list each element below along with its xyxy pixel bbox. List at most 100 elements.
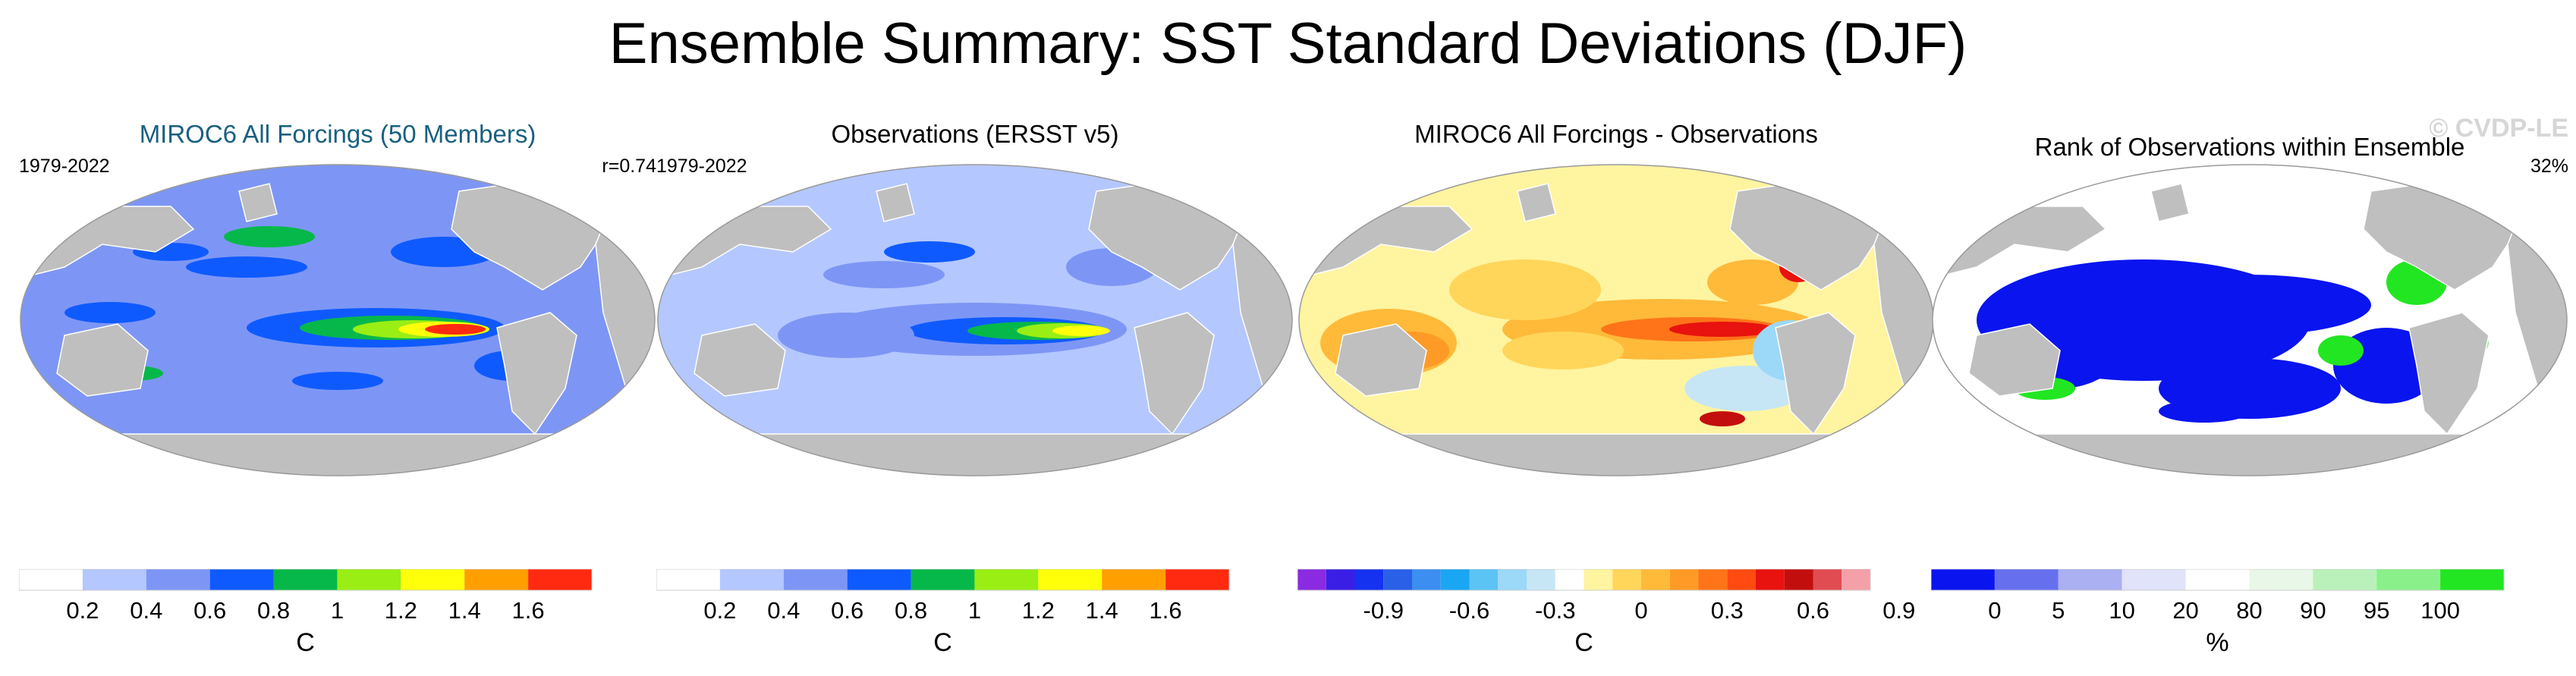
colorbar-swatch <box>1555 569 1584 590</box>
field-contour <box>64 302 156 323</box>
land-mask <box>1134 312 1215 435</box>
colorbar-tick-label: -0.6 <box>1449 597 1489 624</box>
colorbar-swatch <box>911 569 975 590</box>
land-mask <box>1775 312 1856 435</box>
colorbar: 0.2 0.4 0.6 0.8 1 1.2 1.4 1.6 C <box>18 568 656 668</box>
field-contour <box>224 226 315 247</box>
colorbar-swatch <box>656 569 720 590</box>
colorbar-swatch <box>2058 569 2122 590</box>
map-outline <box>657 164 1293 476</box>
colorbar-tick-label: 95 <box>2364 597 2389 624</box>
colorbar-tick-label: 1.4 <box>1086 597 1118 624</box>
land-mask <box>20 433 655 476</box>
panel-difference: MIROC6 All Forcings - Observations -0.9 -… <box>1297 114 1935 668</box>
colorbar-tick-label: 0.6 <box>193 597 226 624</box>
colorbar-swatch <box>1412 569 1441 590</box>
colorbar: 0.2 0.4 0.6 0.8 1 1.2 1.4 1.6 C <box>656 568 1294 668</box>
land-mask <box>1299 433 1933 476</box>
colorbar-tick-label: 1.6 <box>512 597 545 624</box>
colorbar-tick-label: 0.2 <box>703 597 736 624</box>
colorbar-swatch <box>1727 569 1756 590</box>
colorbar-swatch <box>337 569 401 590</box>
colorbar-swatch <box>1102 569 1166 590</box>
colorbar: -0.9 -0.6 -0.3 0 0.3 0.6 0.9 C <box>1297 568 1935 668</box>
field-contour <box>425 324 486 335</box>
panel-rank: © CVDP-LE Rank of Observations within En… <box>1930 114 2568 668</box>
field-contour <box>778 313 914 358</box>
field-contour <box>1700 411 1745 426</box>
colorbar-swatch <box>1326 569 1355 590</box>
land-mask <box>2408 312 2490 435</box>
colorbar-swatch <box>1756 569 1785 590</box>
land-mask <box>1933 433 2567 476</box>
colorbar-swatch <box>847 569 911 590</box>
colorbar-swatch <box>528 569 592 590</box>
land-mask <box>496 312 577 435</box>
colorbar-swatch <box>2376 569 2441 590</box>
colorbar-swatch <box>1612 569 1641 590</box>
field-contour <box>186 256 307 278</box>
land-mask <box>694 323 786 397</box>
field-contour <box>2318 335 2364 366</box>
land-mask <box>1335 323 1427 397</box>
figure-title: Ensemble Summary: SST Standard Deviation… <box>609 11 1967 76</box>
land-mask <box>238 183 278 222</box>
colorbar-swatch <box>401 569 465 590</box>
colorbar-swatch <box>146 569 210 590</box>
colorbar-tick-label: 0.2 <box>66 597 99 624</box>
colorbar-swatch <box>1038 569 1102 590</box>
map-rank <box>1931 161 2568 479</box>
colorbar-swatch <box>1354 569 1384 590</box>
colorbar-swatch <box>2185 569 2250 590</box>
colorbar-tick-label: 20 <box>2172 597 2198 624</box>
colorbar-swatch <box>1669 569 1699 590</box>
colorbar-unit: % <box>2206 628 2228 657</box>
field-contour <box>1052 325 1110 336</box>
colorbar-tick-label: 0.9 <box>1882 597 1915 624</box>
colorbar-swatch <box>783 569 848 590</box>
colorbar-tick-label: 1 <box>331 597 344 624</box>
colorbar-tick-label: 1 <box>968 597 981 624</box>
colorbar-tick-label: 0.4 <box>130 597 162 624</box>
colorbar-tick-label: 0 <box>1988 597 2001 624</box>
colorbar-unit: C <box>296 628 315 657</box>
colorbar-border <box>18 568 593 591</box>
colorbar-swatch <box>1165 569 1229 590</box>
colorbar-tick-label: 5 <box>2052 597 2065 624</box>
colorbar-swatch <box>464 569 529 590</box>
colorbar: 0 5 10 20 80 90 95 100% <box>1930 568 2568 668</box>
colorbar-swatch <box>1931 569 1995 590</box>
colorbar-tick-label: -0.3 <box>1535 597 1575 624</box>
colorbar-unit: C <box>933 628 952 657</box>
colorbar-swatch <box>1527 569 1555 590</box>
colorbar-tick-label: 0.8 <box>257 597 290 624</box>
colorbar-swatch <box>1813 569 1842 590</box>
colorbar-swatch <box>1440 569 1470 590</box>
pattern-correlation-label: r=0.74 <box>602 156 656 177</box>
colorbar-tick-label: -0.9 <box>1363 597 1404 624</box>
colorbar-border <box>1297 568 1871 591</box>
land-mask <box>658 433 1292 476</box>
rank-percentage-label: 32% <box>2530 156 2568 177</box>
panel-model-sd: MIROC6 All Forcings (50 Members) 1979-20… <box>18 114 656 668</box>
colorbar-swatch <box>1784 569 1813 590</box>
colorbar-border <box>1930 568 2505 591</box>
map-outline <box>1932 164 2568 476</box>
colorbar-tick-label: 80 <box>2236 597 2262 624</box>
panel-title: Rank of Observations within Ensemble <box>2034 133 2465 161</box>
period-label: 1979-2022 <box>19 156 110 177</box>
colorbar-swatch <box>1698 569 1728 590</box>
colorbar-swatch <box>2122 569 2186 590</box>
map-model-sd <box>19 161 656 479</box>
period-label: 1979-2022 <box>656 156 747 177</box>
panel-title: MIROC6 All Forcings - Observations <box>1414 120 1818 148</box>
field-contour <box>1449 259 1601 320</box>
panel-obs-sd: Observations (ERSST v5) 1979-2022 0.2 0.4… <box>656 114 1294 668</box>
colorbar-swatch <box>2313 569 2377 590</box>
colorbar-border <box>656 568 1230 591</box>
map-difference <box>1297 161 1935 479</box>
colorbar-swatch <box>209 569 274 590</box>
colorbar-swatch <box>719 569 784 590</box>
colorbar-swatch <box>1994 569 2059 590</box>
colorbar-tick-label: 1.4 <box>448 597 481 624</box>
